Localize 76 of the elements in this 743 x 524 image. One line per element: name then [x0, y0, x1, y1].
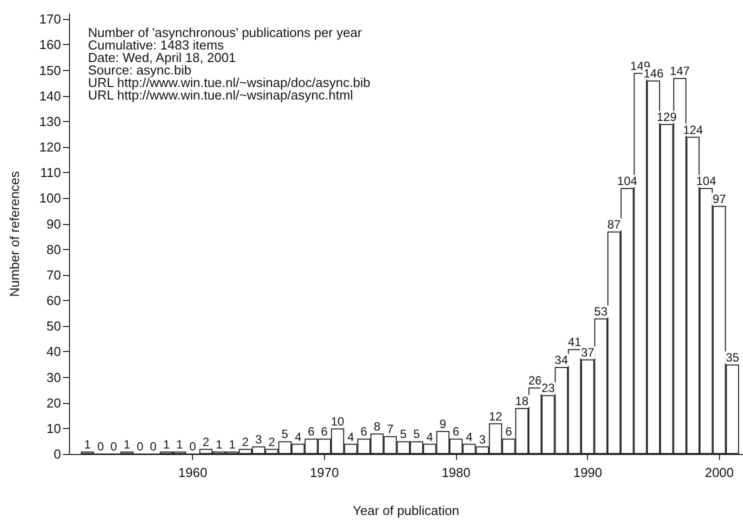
data-label: 124	[682, 122, 704, 137]
y-tick-label: 120	[39, 140, 61, 155]
annotation: Source: async.bib	[88, 62, 192, 78]
data-label: 23	[541, 381, 556, 396]
data-label: 129	[656, 110, 677, 124]
data-label: 1	[228, 437, 236, 452]
y-tick-label: 170	[39, 12, 61, 27]
data-label: 1	[84, 437, 92, 452]
data-label: 4	[294, 430, 302, 444]
data-label: 104	[696, 174, 716, 188]
x-tick-label: 1980	[442, 465, 470, 480]
y-tick-label: 90	[46, 216, 61, 232]
data-label: 1	[163, 437, 170, 452]
annotation: Date: Wed, April 18, 2001	[88, 50, 236, 65]
data-label: 0	[189, 440, 196, 454]
y-tick-label: 140	[39, 88, 61, 104]
data-label: 6	[321, 424, 328, 439]
y-axis-title: Number of references	[7, 170, 22, 297]
y-tick-label: 0	[54, 446, 61, 462]
y-tick-label: 20	[46, 395, 61, 410]
data-label: 9	[440, 416, 447, 431]
y-tick-label: 100	[39, 190, 61, 206]
x-tick-label: 1970	[310, 465, 339, 480]
data-label: 1	[216, 437, 223, 452]
y-tick-label: 10	[46, 420, 61, 436]
y-tick-label: 30	[46, 370, 61, 385]
data-label: 18	[515, 394, 529, 408]
y-tick-label: 150	[39, 62, 61, 78]
data-label: 4	[426, 430, 434, 444]
data-label: 41	[568, 335, 582, 350]
data-label: 6	[452, 424, 460, 439]
data-label: 97	[712, 192, 726, 206]
data-label: 4	[347, 430, 354, 444]
data-label: 0	[110, 440, 118, 454]
x-tick-label: 1990	[573, 465, 602, 480]
data-label: 1	[124, 437, 131, 452]
data-label: 2	[202, 434, 210, 449]
y-tick-label: 130	[39, 114, 61, 129]
data-label: 6	[360, 424, 368, 439]
y-tick-label: 40	[46, 344, 61, 360]
data-label: 0	[136, 440, 144, 454]
data-label: 147	[670, 64, 690, 78]
data-label: 1	[176, 437, 184, 452]
y-tick-label: 110	[40, 165, 61, 180]
data-label: 6	[505, 424, 512, 439]
data-label: 53	[594, 304, 608, 318]
data-label: 3	[479, 432, 486, 446]
data-label: 3	[255, 432, 262, 446]
data-label: 37	[580, 345, 595, 360]
text: Number of 'asynchronous' publications per year	[88, 25, 362, 40]
data-label: 7	[386, 422, 394, 436]
x-tick-label: 2000	[704, 465, 734, 480]
data-label: 104	[617, 174, 638, 188]
data-label: 10	[330, 414, 345, 428]
y-tick-label: 50	[46, 318, 61, 334]
data-label: 8	[374, 420, 381, 434]
y-tick-label: 70	[46, 267, 61, 282]
data-label: 26	[528, 373, 542, 388]
x-axis-title: Year of publication	[352, 503, 460, 518]
data-label: 12	[488, 409, 503, 424]
data-label: 6	[308, 424, 315, 439]
data-label: 5	[400, 427, 408, 442]
data-label: 0	[150, 440, 157, 454]
data-label: 0	[97, 440, 104, 454]
data-label: 5	[413, 427, 420, 442]
y-tick-label: 60	[46, 293, 61, 308]
data-label: 35	[726, 350, 740, 364]
data-label: 5	[282, 427, 289, 442]
y-tick-label: 80	[46, 242, 61, 257]
data-label: 34	[554, 353, 568, 368]
x-tick-label: 1960	[178, 465, 208, 480]
data-label: 2	[242, 434, 250, 449]
data-label: 4	[466, 430, 473, 444]
data-label: 87	[607, 217, 621, 232]
data-label: 2	[268, 434, 276, 449]
y-tick-label: 160	[39, 37, 61, 52]
